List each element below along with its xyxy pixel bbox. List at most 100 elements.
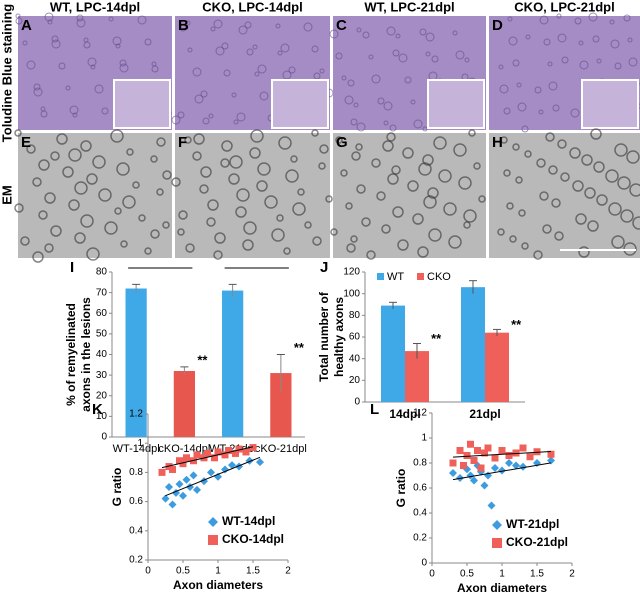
point [169,465,176,473]
texture [425,32,435,42]
texture [509,235,517,243]
texture [138,214,146,222]
texture [44,243,54,253]
texture [464,57,470,63]
texture [264,195,278,209]
y-tick-label: 40 [349,353,361,364]
panel-letter: B [178,17,189,34]
bar [270,373,292,437]
point [221,465,229,474]
legend-label: WT-14dpl [222,514,275,528]
texture [417,246,429,258]
texture [503,107,511,115]
texture [236,112,246,122]
texture [548,81,558,91]
texture [584,187,596,199]
texture [318,162,326,170]
texture [144,247,152,255]
texture [257,162,271,176]
panel-letter: E [21,134,31,151]
texture [213,19,223,29]
texture [418,162,432,176]
texture [508,36,518,46]
texture [533,250,543,260]
legend-swatch [377,273,384,280]
texture [200,90,208,98]
texture [330,228,338,236]
texture [208,113,214,119]
point [526,453,534,461]
texture [543,38,551,46]
texture [33,87,43,97]
texture [244,21,252,29]
point [498,466,506,475]
texture [382,140,394,152]
texture [412,213,424,225]
em-image [489,133,640,258]
panel-title: WT, LPC-14dpl [50,0,140,14]
texture [539,191,549,201]
y-axis-label: Total number of [317,291,331,382]
texture [223,69,231,77]
texture [50,225,62,237]
x-axis-label: Axon diameters [457,581,547,595]
point [449,469,457,477]
point [204,449,211,457]
texture [392,49,400,57]
point [449,459,457,467]
texture [14,129,22,137]
legend-label: CKO [427,271,451,283]
texture [114,207,122,215]
texture [74,181,88,195]
texture [249,147,261,159]
texture [368,54,374,60]
texture [362,31,370,39]
texture [108,16,114,22]
y-tick-label: 80 [96,267,108,278]
texture [463,209,477,223]
texture [556,13,562,19]
texture [83,41,91,49]
texture [570,108,580,118]
texture [524,150,532,158]
texture [76,14,84,22]
texture [68,199,80,211]
texture [86,247,100,261]
y-axis-label: G ratio [394,469,408,508]
texture [177,111,185,119]
texture [552,104,560,112]
texture [579,60,589,70]
texture [192,67,202,77]
y-tick-label: 0.4 [129,525,143,536]
texture [58,62,66,70]
texture [40,110,48,118]
point [189,471,198,480]
texture [433,136,447,150]
texture [347,79,355,87]
y-tick-label: 80 [349,310,361,321]
texture [56,133,68,145]
texture [569,147,581,159]
point [221,451,229,459]
texture [115,43,121,49]
x-tick-label: 1 [215,566,221,577]
y-axis-label: % of remyelinated [64,303,78,406]
trendline [452,462,552,481]
texture [112,36,122,46]
y-tick-label: 1 [137,438,143,449]
point [235,445,243,453]
annotation: ** [294,340,305,355]
texture [547,61,553,67]
texture [184,136,192,144]
texture [627,37,633,43]
texture [242,239,254,251]
texture [319,144,329,154]
texture [443,202,457,216]
texture [62,166,74,178]
texture [392,206,404,218]
texture [22,40,28,46]
texture [539,15,549,25]
texture [192,151,202,161]
y-tick-label: 0.4 [413,508,427,519]
texture [137,15,147,25]
